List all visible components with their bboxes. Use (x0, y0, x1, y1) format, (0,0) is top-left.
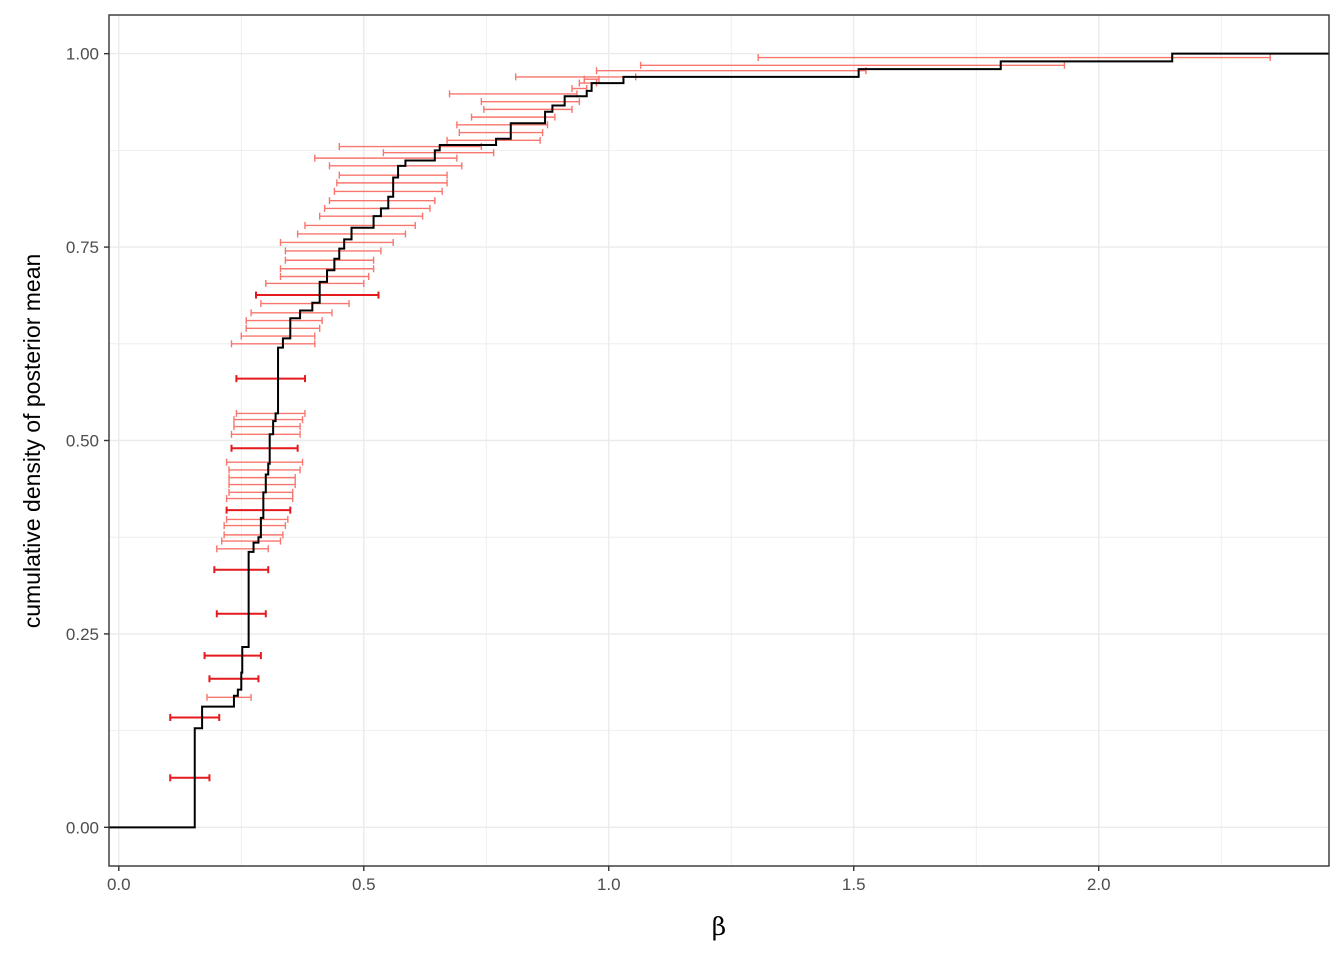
error-bar (458, 129, 544, 137)
y-tick-label: 0.00 (66, 818, 99, 837)
x-tick-label: 1.5 (842, 875, 866, 894)
x-axis-title: β (712, 912, 726, 941)
error-bar (456, 121, 549, 129)
error-bar (284, 247, 382, 255)
error-bar (338, 171, 448, 179)
error-bar (233, 416, 304, 424)
error-bar (215, 610, 267, 618)
error-bar (208, 675, 260, 683)
error-bar (757, 54, 1271, 62)
error-bar (284, 256, 375, 264)
error-bar (483, 105, 573, 113)
error-bar (254, 291, 380, 299)
error-bar (169, 774, 211, 782)
error-bar (223, 522, 287, 530)
error-bar (480, 98, 581, 106)
y-tick-label: 0.50 (66, 432, 99, 451)
error-bar (328, 162, 463, 170)
error-bar (230, 340, 316, 348)
error-bar (336, 179, 448, 187)
x-tick-label: 0.5 (352, 875, 376, 894)
error-bar (382, 149, 495, 157)
error-bar (304, 221, 416, 229)
error-bar (228, 474, 296, 482)
error-bar (223, 531, 284, 539)
error-bar (279, 238, 394, 246)
error-bar (639, 61, 1066, 69)
x-tick-label: 1.0 (597, 875, 621, 894)
error-bar (265, 279, 365, 287)
error-bar (213, 566, 270, 574)
plot-panel (108, 14, 1330, 867)
error-bar (314, 154, 458, 162)
error-bar (245, 317, 323, 325)
error-bar (228, 481, 296, 489)
x-tick-label: 2.0 (1087, 875, 1111, 894)
y-axis-title: cumulative density of posterior mean (19, 254, 45, 629)
error-bar (206, 693, 252, 701)
error-bar (470, 113, 556, 121)
error-bar (279, 272, 370, 280)
error-bar (228, 466, 301, 474)
error-bar (235, 409, 306, 417)
error-bar (230, 444, 299, 452)
error-bar (260, 300, 350, 308)
ecdf-step-line (109, 52, 1329, 829)
error-bar (235, 375, 306, 383)
error-bar (245, 324, 321, 332)
error-bar (225, 458, 304, 466)
error-bar (323, 204, 431, 212)
error-bar (225, 506, 292, 514)
error-bar (250, 309, 333, 317)
y-tick-label: 0.75 (66, 238, 99, 257)
error-bar (240, 332, 316, 340)
y-tick-label: 0.25 (66, 625, 99, 644)
x-tick-label: 0.0 (107, 875, 131, 894)
error-bar (216, 545, 269, 553)
error-bar (446, 136, 541, 144)
error-bar (333, 187, 443, 195)
y-tick-label: 1.00 (66, 45, 99, 64)
error-bar (318, 212, 424, 220)
error-bar (328, 197, 436, 205)
error-bar (203, 652, 262, 660)
error-bar (279, 265, 375, 273)
error-bar (169, 713, 221, 721)
error-bar (230, 430, 301, 438)
error-bar (220, 537, 282, 545)
error-bar (225, 495, 294, 503)
error-bar (228, 488, 294, 496)
error-bar (233, 423, 301, 431)
axes: 0.0 0.5 1.0 1.5 2.0 0.00 0.25 0.50 0.75 1.00 (66, 45, 1111, 894)
error-bar (225, 515, 289, 523)
